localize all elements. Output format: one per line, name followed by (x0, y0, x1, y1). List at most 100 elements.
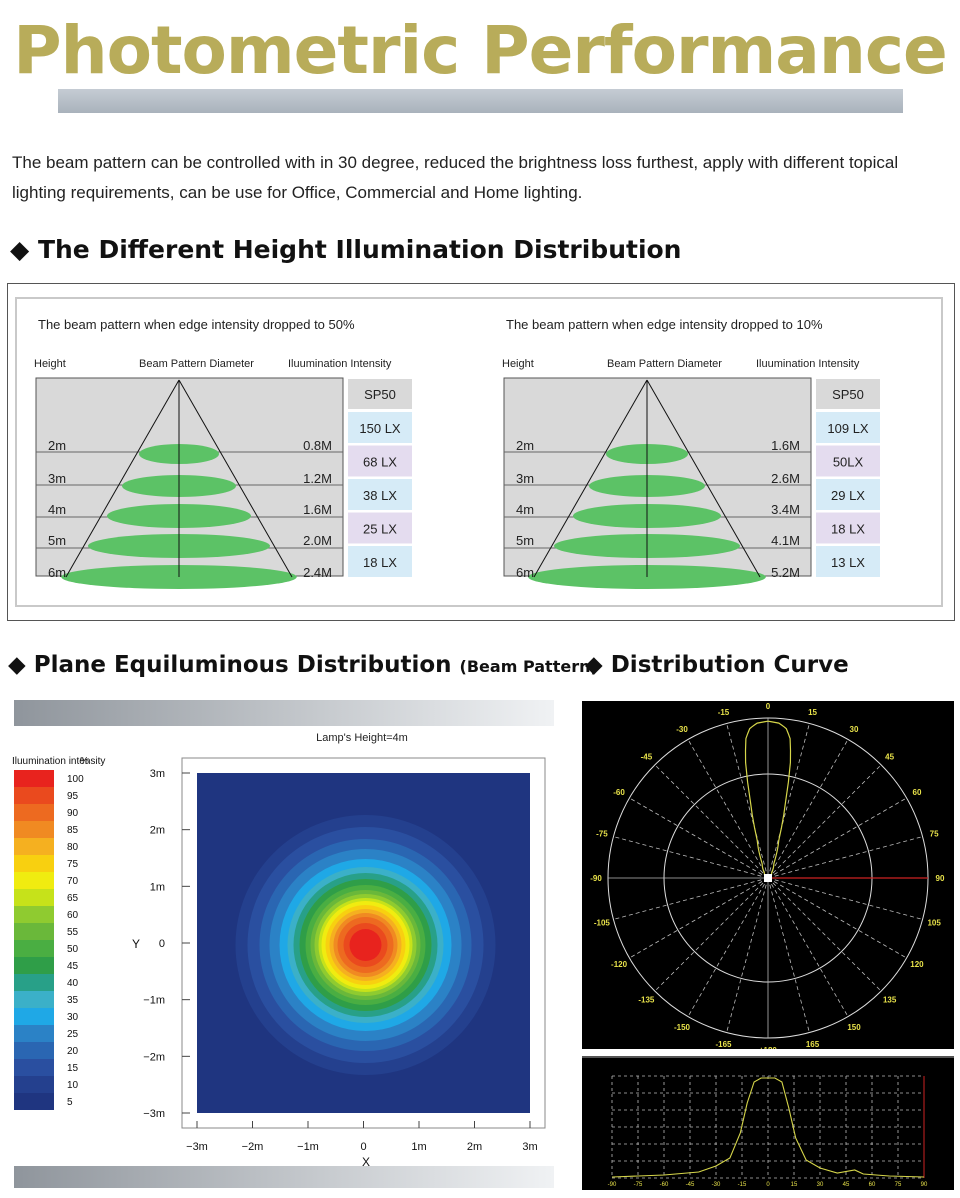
angle-spoke (767, 877, 849, 1017)
column-intensity: Iluumination Intensity (288, 358, 392, 370)
angle-label: 150 (847, 1023, 861, 1032)
legend-level: 75 (67, 859, 79, 870)
x-axis-label: X (362, 1155, 370, 1169)
angle-spoke (613, 877, 769, 920)
section-plane-title: Plane Equiluminous Distribution (33, 652, 452, 678)
lux-value: 150 LX (359, 421, 401, 436)
legend-level: 35 (67, 995, 79, 1006)
legend-swatch (14, 1093, 54, 1110)
section-height-title: The Different Height Illumination Distri… (37, 235, 682, 264)
angle-label: -75 (596, 829, 608, 838)
cone-line-left (533, 379, 648, 578)
row-diameter-label: 1.2M (303, 471, 332, 486)
model-cell (348, 379, 412, 409)
cone-line-right (178, 379, 293, 578)
axis-angle-label: 30 (817, 1182, 824, 1188)
row-height-label: 3m (48, 471, 66, 486)
legend-swatch (14, 906, 54, 923)
model-label: SP50 (364, 387, 396, 402)
section-height-heading: ◆ The Different Height Illumination Dist… (10, 235, 681, 264)
center-marker (764, 874, 772, 882)
angle-label: ±180 (759, 1046, 777, 1049)
angle-label: 15 (808, 708, 817, 717)
angle-label: 135 (883, 996, 897, 1005)
legend-level: 30 (67, 1012, 79, 1023)
angle-spoke (767, 739, 849, 879)
legend-level: 90 (67, 808, 79, 819)
axis-angle-label: -75 (634, 1182, 643, 1188)
row-diameter-label: 2.4M (303, 565, 332, 580)
lux-value: 50LX (833, 455, 864, 470)
cone-line-left (65, 379, 180, 578)
row-height-label: 2m (48, 438, 66, 453)
y-tick-label: 1m (150, 881, 165, 893)
x-tick-label: −1m (297, 1141, 319, 1153)
angle-label: 0 (766, 702, 771, 711)
lux-value: 25 LX (363, 522, 397, 537)
y-axis-label: Y (132, 937, 140, 951)
y-tick-label: −3m (143, 1108, 165, 1120)
plane-panel-bottom-bar (14, 1166, 554, 1188)
lux-cell (816, 412, 880, 443)
section-plane-suffix: (Beam Pattern) (459, 657, 598, 676)
lux-cell (348, 479, 412, 510)
legend-swatch (14, 889, 54, 906)
y-tick-label: 3m (150, 768, 165, 780)
lux-value: 18 LX (363, 555, 397, 570)
section-curve-title: Distribution Curve (610, 652, 849, 678)
row-diameter-label: 1.6M (771, 438, 800, 453)
axis-angle-label: -45 (686, 1182, 695, 1188)
y-tick-label: −2m (143, 1051, 165, 1063)
lux-cell (348, 512, 412, 544)
row-height-label: 5m (516, 533, 534, 548)
row-height-label: 6m (48, 565, 66, 580)
intensity-ring (349, 929, 382, 961)
angle-label: -30 (676, 725, 688, 734)
axis-angle-label: -60 (660, 1182, 669, 1188)
plane-heading: Lamp's Height=4m (316, 732, 408, 744)
column-intensity: Iluumination Intensity (756, 358, 860, 370)
legend-level: 100 (67, 774, 84, 785)
model-cell (816, 379, 880, 409)
angle-label: -60 (613, 788, 625, 797)
legend-swatch (14, 1076, 54, 1093)
legend-level: 70 (67, 876, 79, 887)
axis-angle-label: 60 (869, 1182, 876, 1188)
column-height: Height (34, 358, 66, 370)
angle-label: 45 (885, 752, 894, 761)
angle-label: 165 (806, 1040, 820, 1049)
model-label: SP50 (832, 387, 864, 402)
legend-level: 85 (67, 825, 79, 836)
row-diameter-label: 1.6M (303, 502, 332, 517)
angle-label: -90 (590, 874, 602, 883)
angle-label: 105 (927, 919, 941, 928)
lux-cell (816, 445, 880, 477)
angle-spoke (767, 723, 810, 879)
lux-cell (816, 479, 880, 510)
axis-angle-label: -30 (712, 1182, 721, 1188)
polar-distribution-chart: 0 ±180 15 30 45 60 75 90 105 120 135 150 165 -15 -30 -4… (590, 702, 945, 1049)
row-diameter-label: 4.1M (771, 533, 800, 548)
diamond-bullet-icon: ◆ (8, 652, 26, 678)
lux-cell (816, 546, 880, 577)
section-plane-heading: ◆ Plane Equiluminous Distribution (Beam … (8, 652, 598, 678)
legend-swatch (14, 855, 54, 872)
row-diameter-label: 2.6M (771, 471, 800, 486)
angle-label: -135 (638, 996, 655, 1005)
row-height-label: 4m (516, 502, 534, 517)
legend-level: 80 (67, 842, 79, 853)
angle-spoke (767, 877, 923, 920)
lux-cell (816, 512, 880, 544)
legend-swatch (14, 1042, 54, 1059)
axis-angle-label: 0 (766, 1182, 770, 1188)
table-caption: The beam pattern when edge intensity dro… (38, 317, 355, 332)
legend-swatch (14, 770, 54, 787)
y-tick-label: −1m (143, 995, 165, 1007)
legend-swatch (14, 787, 54, 804)
legend-level: 55 (67, 927, 79, 938)
axis-angle-label: -15 (738, 1182, 747, 1188)
axis-angle-label: -90 (608, 1182, 617, 1188)
diamond-bullet-icon: ◆ (585, 652, 603, 678)
angle-label: 75 (930, 829, 939, 838)
angle-label: -15 (718, 708, 730, 717)
